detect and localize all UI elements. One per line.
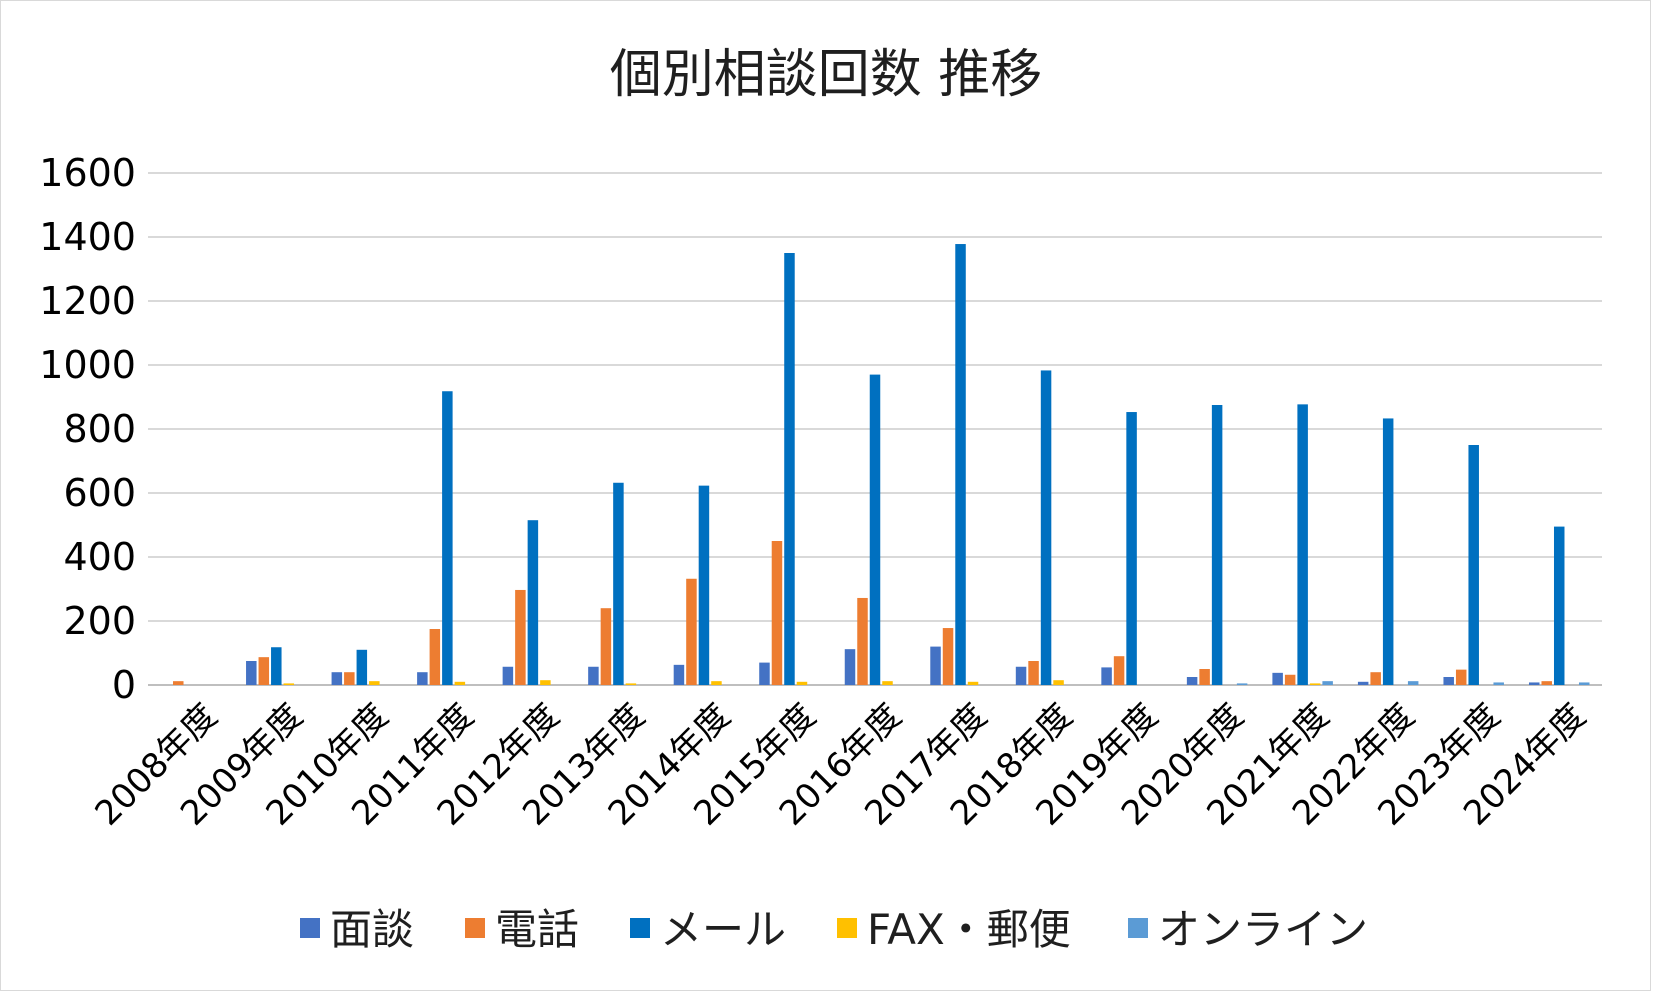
legend-label: FAX・郵便 xyxy=(867,905,1071,954)
y-tick-label: 1000 xyxy=(39,343,136,387)
bar xyxy=(1357,681,1369,685)
bar xyxy=(1370,672,1381,685)
legend-label: メール xyxy=(660,905,786,954)
bar xyxy=(784,253,795,685)
bar xyxy=(869,374,881,685)
bar xyxy=(625,683,637,685)
legend: 面談 電話 メール FAX・郵便 オンライン xyxy=(300,905,1368,954)
bar xyxy=(417,672,428,685)
bar xyxy=(515,589,526,685)
bar xyxy=(442,391,453,685)
bar xyxy=(1284,674,1296,685)
bar xyxy=(711,681,722,685)
bar xyxy=(857,597,868,685)
bar xyxy=(686,578,697,685)
bar xyxy=(600,608,612,685)
bar xyxy=(1186,677,1198,685)
y-tick-label: 200 xyxy=(63,599,136,643)
bar xyxy=(698,485,710,685)
bar xyxy=(1211,405,1223,685)
bar xyxy=(1455,669,1467,685)
bar xyxy=(771,541,783,685)
bar xyxy=(930,646,941,685)
bar xyxy=(1113,656,1125,685)
bar xyxy=(429,629,441,685)
bar xyxy=(613,482,624,685)
bar xyxy=(942,628,954,685)
y-tick-label: 1200 xyxy=(39,279,136,323)
bar xyxy=(344,672,355,685)
bar xyxy=(1053,680,1064,685)
bar xyxy=(1468,445,1479,685)
legend-label: オンライン xyxy=(1158,905,1368,954)
bar xyxy=(502,666,514,685)
legend-swatch xyxy=(1128,918,1148,938)
bar xyxy=(1040,370,1052,685)
y-tick-label: 400 xyxy=(63,535,136,579)
bar xyxy=(1297,404,1308,685)
bar xyxy=(673,664,685,685)
bar xyxy=(356,649,368,685)
y-tick-label: 0 xyxy=(112,663,136,707)
bar xyxy=(1126,412,1137,685)
bar xyxy=(1015,666,1027,685)
x-axis-ticks: 2008年度2009年度2010年度2011年度2012年度2013年度2014… xyxy=(88,696,1594,834)
bar xyxy=(173,681,184,685)
chart-title: 個別相談回数 推移 xyxy=(610,45,1043,105)
legend-label: 面談 xyxy=(330,905,414,954)
bar xyxy=(1528,682,1540,685)
bar xyxy=(527,520,539,685)
bar xyxy=(1322,681,1333,685)
bar xyxy=(369,681,380,685)
legend-swatch xyxy=(630,918,650,938)
bar xyxy=(454,681,466,685)
bar xyxy=(271,647,282,685)
legend-swatch xyxy=(300,918,320,938)
bar xyxy=(1028,661,1039,685)
legend-swatch xyxy=(837,918,857,938)
bar xyxy=(1578,682,1590,685)
bar xyxy=(844,649,856,685)
bar xyxy=(1382,418,1394,685)
bar xyxy=(1272,672,1283,685)
bar xyxy=(1309,683,1321,685)
bar xyxy=(258,657,270,685)
legend-label: 電話 xyxy=(495,905,579,954)
y-tick-label: 800 xyxy=(63,407,136,451)
bar xyxy=(759,662,770,685)
y-axis-ticks: 0 200 400 600 800 1000 1200 1400 1600 xyxy=(39,151,136,707)
legend-swatch xyxy=(465,918,485,938)
bar xyxy=(882,681,893,685)
bar xyxy=(1553,526,1565,685)
bar xyxy=(1407,681,1419,685)
bar xyxy=(1493,682,1504,685)
bar xyxy=(540,680,551,685)
bar xyxy=(246,661,257,685)
bar xyxy=(796,681,808,685)
bar xyxy=(1443,677,1454,685)
bar xyxy=(967,681,979,685)
bar xyxy=(331,672,343,685)
y-tick-label: 1600 xyxy=(39,151,136,195)
bar xyxy=(1199,669,1210,685)
bar xyxy=(1541,681,1552,685)
bar xyxy=(1101,667,1112,685)
y-tick-label: 1400 xyxy=(39,215,136,259)
y-tick-label: 600 xyxy=(63,471,136,515)
bar xyxy=(1236,683,1248,685)
bar xyxy=(283,683,295,685)
bar xyxy=(588,666,599,685)
bar xyxy=(955,244,966,686)
bars xyxy=(173,244,1590,686)
